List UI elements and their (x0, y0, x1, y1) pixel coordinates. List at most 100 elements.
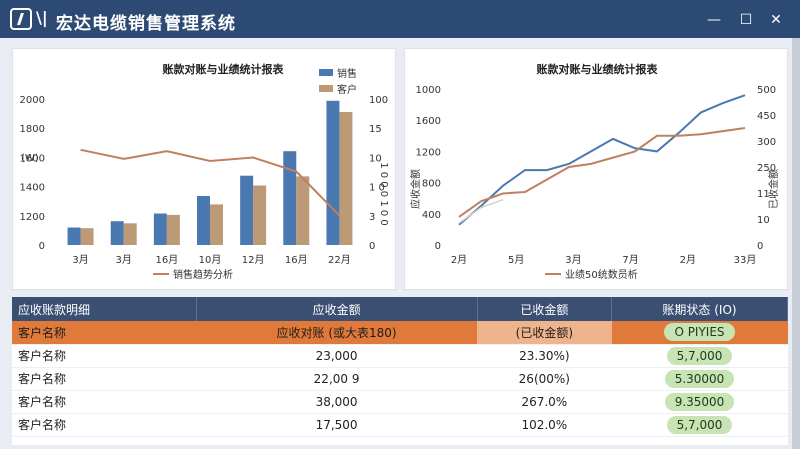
status-cell: 5,7,000 (611, 344, 788, 368)
received-cell: 102.0% (477, 413, 612, 437)
right-x-tick-label: 3月 (565, 254, 581, 266)
table-row[interactable]: 客户名称 17,500 102.0% 5,7,000 (12, 413, 788, 437)
table-header-row: 应收账款明细 应收金额 已收金额 账期状态 (IO) (12, 297, 788, 321)
amount-cell: 23,000 (196, 344, 478, 368)
right-chart: 账款对账与业绩统计报表 应收金额 已收金额 业绩50统数员析 100016001… (409, 62, 780, 281)
close-button[interactable]: ✕ (770, 12, 782, 28)
right-chart-title: 账款对账与业绩统计报表 (537, 62, 659, 76)
table-row[interactable]: 客户名称 22,00 9 26(00%) 5.30000 (12, 367, 788, 391)
right-y2-tick-label: 250 (757, 163, 776, 174)
left-x-tick-label: 16月 (155, 254, 178, 266)
header-amount[interactable]: 应收金额 (196, 297, 478, 321)
amount-cell: 38,000 (196, 390, 478, 414)
status-cell: 5.30000 (611, 367, 788, 391)
received-cell: 23.30%) (477, 344, 612, 368)
bar-customer (80, 228, 94, 245)
app-title: 宏达电缆销售管理系统 (56, 14, 236, 34)
left-y-label: (W) (21, 153, 39, 164)
maximize-button[interactable]: ☐ (739, 12, 753, 28)
right-y2-tick-label: 500 (757, 85, 776, 96)
status-badge: 5,7,000 (666, 415, 733, 434)
customer-name: 客户名称 (12, 344, 196, 368)
right-x-tick-label: 2月 (451, 254, 467, 266)
bar-customer (296, 176, 310, 245)
amount-cell: 17,500 (196, 413, 478, 437)
subheader-received: (已收金额) (477, 321, 612, 345)
left-y2-tick-label: 3 (369, 212, 375, 223)
left-y-tick-label: 1800 (20, 124, 45, 135)
bar-customer (166, 214, 180, 245)
right-y-tick-label: 800 (422, 179, 441, 190)
title-bar: \| 宏达电缆销售管理系统 — ☐ ✕ (0, 0, 800, 38)
table-subheader-row: 客户名称 应收对账 (或大表180) (已收金额) O PIYIES (12, 321, 788, 345)
left-y-tick-label: 1400 (20, 183, 45, 194)
bar-customer (210, 204, 223, 245)
status-cell: 9.35000 (611, 390, 788, 414)
bar-sales (110, 221, 124, 245)
app-logo-icon (10, 8, 32, 30)
left-y-tick-label: 2000 (20, 95, 45, 106)
line-sales-trend (80, 148, 341, 217)
subheader-amount: 应收对账 (或大表180) (196, 321, 478, 345)
legend-swatch-customer (319, 85, 333, 92)
status-badge: 5.30000 (664, 369, 735, 388)
left-chart: 账款对账与业绩统计报表 销售 客户 (W) 1 0 0 0 1 0 0 销售趋势… (20, 62, 389, 281)
title-glyph: \| (36, 8, 48, 27)
table-row[interactable]: 客户名称 38,000 267.0% 9.35000 (12, 390, 788, 414)
line-series-1 (458, 127, 746, 218)
header-received[interactable]: 已收金额 (477, 297, 613, 321)
right-x-tick-label: 33月 (734, 254, 757, 266)
left-y2-tick-label: 0 (369, 241, 375, 252)
minimize-button[interactable]: — (707, 12, 721, 28)
left-y2-tick-label: 15 (369, 124, 382, 135)
right-y2-tick-label: 300 (757, 137, 776, 148)
right-x-tick-label: 7月 (622, 254, 638, 266)
left-y-tick-label: 1200 (20, 212, 45, 223)
bar-sales (153, 213, 167, 245)
amount-cell: 22,00 9 (196, 367, 478, 391)
bar-sales (283, 151, 297, 245)
right-y-tick-label: 1600 (416, 116, 441, 127)
right-y-tick-label: 1200 (416, 147, 441, 158)
right-y2-tick-label: 10 (757, 215, 770, 226)
left-y2-tick-label: 10 (369, 153, 382, 164)
subheader-name: 客户名称 (12, 321, 196, 345)
left-x-tick-label: 3月 (72, 254, 88, 266)
window-scrollbar[interactable] (792, 38, 800, 449)
received-cell: 26(00%) (477, 367, 612, 391)
left-y-tick-label: 0 (39, 241, 45, 252)
status-cell: 5,7,000 (611, 413, 788, 437)
right-x-tick-label: 2月 (680, 254, 696, 266)
legend-label-performance: 业绩50统数员析 (565, 268, 638, 281)
line-series-0 (458, 94, 746, 226)
left-y-tick-label: 1600 (20, 153, 45, 164)
right-y-tick-label: 1000 (416, 85, 441, 96)
right-y-tick-label: 0 (435, 241, 441, 252)
bar-customer (339, 112, 353, 245)
left-x-tick-label: 12月 (242, 254, 265, 266)
left-x-tick-label: 16月 (285, 254, 308, 266)
status-badge: 9.35000 (664, 392, 735, 411)
bar-sales (67, 227, 81, 245)
status-badge: O PIYIES (664, 323, 735, 342)
line-series-2 (458, 199, 504, 224)
status-badge: 5,7,000 (666, 346, 733, 365)
header-details[interactable]: 应收账款明细 (12, 297, 197, 321)
header-status[interactable]: 账期状态 (IO) (611, 297, 788, 321)
bar-customer (253, 185, 267, 245)
customer-name: 客户名称 (12, 390, 196, 414)
bar-sales (326, 100, 340, 245)
right-chart-panel: 账款对账与业绩统计报表 应收金额 已收金额 业绩50统数员析 1000 1600 1… (404, 48, 788, 290)
bar-sales (240, 175, 254, 245)
right-y2-tick-label: 11 (757, 189, 770, 200)
table-row[interactable]: 客户名称 23,000 23.30%) 5,7,000 (12, 344, 788, 368)
right-y2-tick-label: 0 (757, 241, 763, 252)
left-chart-title: 账款对账与业绩统计报表 (163, 62, 285, 76)
left-x-tick-label: 10月 (199, 254, 222, 266)
bar-sales (197, 196, 210, 245)
right-y2-tick-label: 450 (757, 111, 776, 122)
received-cell: 267.0% (477, 390, 612, 414)
bar-customer (123, 223, 137, 245)
customer-name: 客户名称 (12, 367, 196, 391)
right-x-tick-label: 5月 (508, 254, 524, 266)
